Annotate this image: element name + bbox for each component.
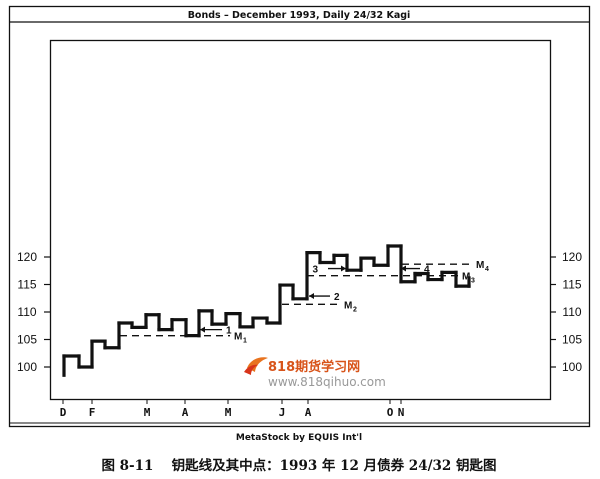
watermark-brand: 818期货学习网 (268, 359, 360, 375)
arrow-head-icon (341, 265, 346, 272)
kagi-series (62, 244, 471, 377)
month-label: D (60, 406, 67, 419)
y-tick-label-right: 115 (562, 278, 581, 292)
month-label: F (89, 406, 96, 419)
month-label: A (305, 406, 312, 419)
chart-frame (8, 5, 591, 428)
y-tick-label-left: 100 (17, 360, 37, 374)
midpoint-label: M (234, 332, 242, 343)
midpoint-label: M (344, 300, 352, 311)
arrow-head-icon (401, 265, 406, 272)
midpoint-lines: M 1M 2M 3M 4 (120, 260, 489, 345)
annotations: 1 2 3 4 (200, 265, 430, 337)
watermark-url: www.818qihuo.com (268, 375, 386, 389)
month-label: M (225, 406, 232, 419)
annotation-label: 3 (312, 265, 318, 276)
month-label: A (182, 406, 189, 419)
month-label: O (387, 406, 394, 419)
midpoint-subscript: 4 (485, 266, 489, 273)
midpoint-subscript: 3 (471, 278, 475, 285)
chart-credit: MetaStock by EQUIS Int'l (236, 433, 362, 443)
month-label: N (398, 406, 405, 419)
month-label: J (279, 406, 286, 419)
y-tick-label-right: 120 (562, 250, 582, 264)
y-tick-label-right: 100 (562, 360, 582, 374)
annotation-label: 2 (334, 292, 340, 303)
y-tick-label-left: 110 (17, 305, 36, 319)
y-axes: 100 100 105 105 110 110 115 115 120 120 (17, 250, 582, 374)
watermark-logo-icon (244, 357, 268, 375)
annotation-label: 4 (424, 265, 430, 276)
watermark: 818期货学习网 www.818qihuo.com (244, 357, 386, 389)
y-tick-label-left: 115 (17, 278, 36, 292)
month-label: M (144, 406, 151, 419)
chart-title: Bonds – December 1993, Daily 24/32 Kagi (188, 10, 411, 21)
annotation-label: 1 (226, 326, 232, 337)
midpoint-subscript: 1 (243, 338, 247, 345)
plot-area (49, 39, 552, 401)
figure-caption: 图 8-11 钥匙线及其中点：1993 年 12 月债券 24/32 钥匙图 (101, 457, 496, 474)
midpoint-subscript: 2 (353, 306, 357, 313)
arrow-head-icon (309, 293, 314, 300)
y-tick-label-left: 105 (17, 333, 37, 347)
midpoint-label: M (476, 260, 484, 271)
arrow-head-icon (200, 326, 205, 333)
y-tick-label-left: 120 (17, 250, 37, 264)
y-tick-label-right: 110 (562, 305, 581, 319)
midpoint-label: M (462, 272, 470, 283)
y-tick-label-right: 105 (562, 333, 582, 347)
